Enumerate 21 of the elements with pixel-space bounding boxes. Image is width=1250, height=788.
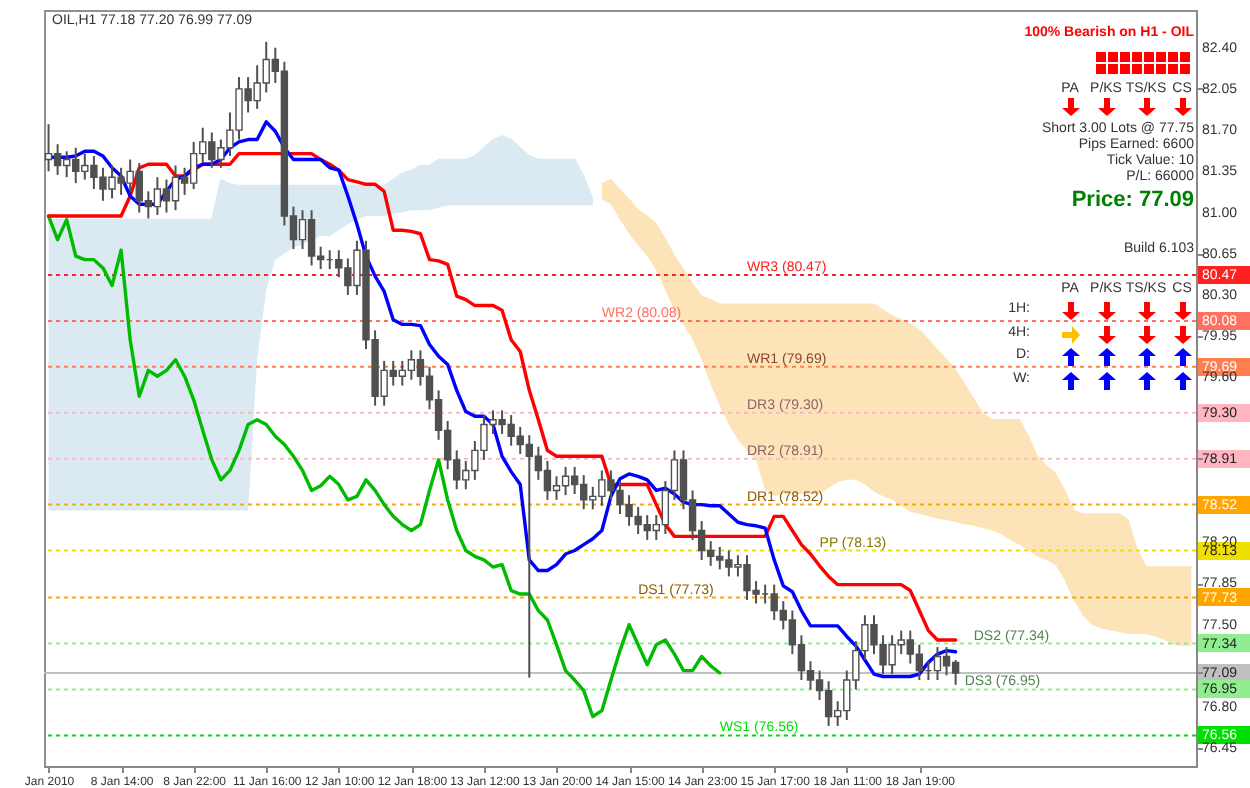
candlestick xyxy=(915,643,924,682)
candlestick xyxy=(552,475,561,501)
candlestick xyxy=(933,646,942,682)
candlestick xyxy=(62,150,71,179)
candlestick xyxy=(951,659,960,686)
candlestick xyxy=(824,680,833,727)
annotation: Price: 77.09 xyxy=(1071,188,1194,212)
candlestick xyxy=(44,123,53,173)
candlestick xyxy=(561,465,570,497)
candlestick xyxy=(942,646,951,677)
candlestick xyxy=(543,460,552,501)
candlestick xyxy=(53,143,62,176)
candlestick xyxy=(407,349,416,381)
candlestick xyxy=(171,164,180,212)
candlestick xyxy=(570,465,579,495)
candlestick xyxy=(189,140,198,190)
candlestick xyxy=(162,178,171,214)
candlestick xyxy=(153,176,162,216)
line-series xyxy=(46,214,722,719)
candlestick xyxy=(298,209,307,251)
candlestick xyxy=(307,209,316,267)
